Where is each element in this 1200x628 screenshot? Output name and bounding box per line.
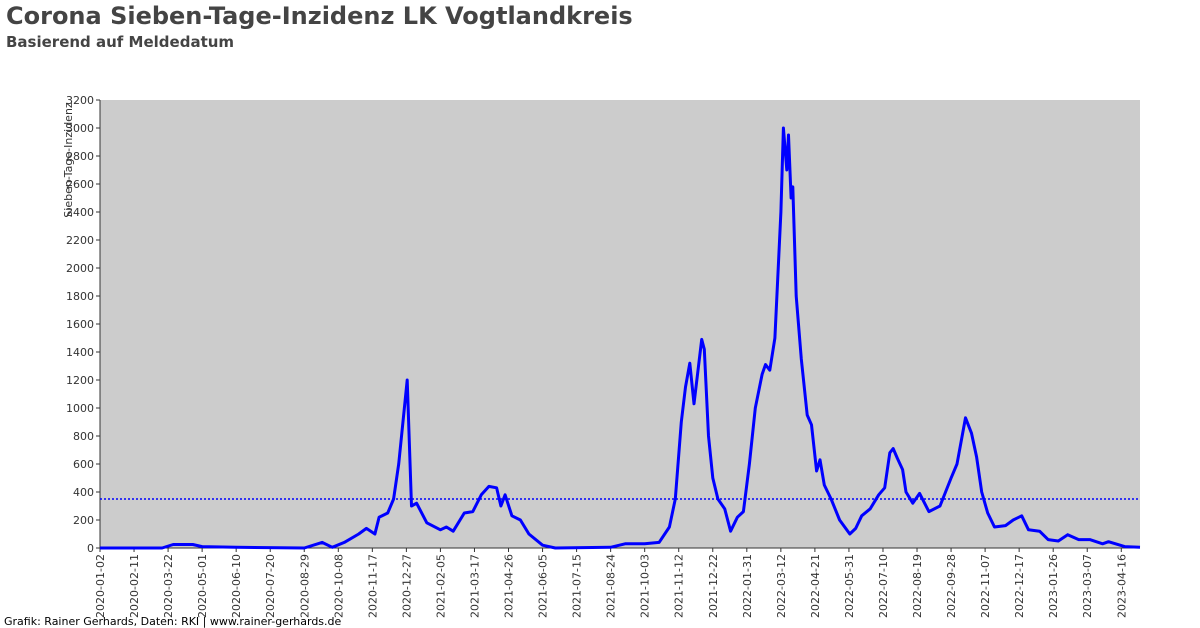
x-tick-label: 2023-04-16 xyxy=(1115,554,1128,618)
x-tick-label: 2022-03-12 xyxy=(775,554,788,618)
data-line xyxy=(100,126,1141,550)
x-tick-label: 2022-01-31 xyxy=(741,554,754,618)
x-tick-label: 2020-03-22 xyxy=(162,554,175,618)
y-tick-label: 2800 xyxy=(66,150,94,163)
x-tick-label: 2020-12-27 xyxy=(400,554,413,618)
x-tick-label: 2021-11-12 xyxy=(673,554,686,618)
x-tick-label: 2023-03-07 xyxy=(1081,554,1094,618)
y-tick-label: 0 xyxy=(87,542,94,555)
x-tick-label: 2022-09-28 xyxy=(945,554,958,618)
y-tick-label: 1400 xyxy=(66,346,94,359)
x-tick-label: 2022-05-31 xyxy=(843,554,856,618)
x-tick-label: 2020-07-20 xyxy=(264,554,277,618)
x-tick-label: 2022-07-10 xyxy=(877,554,890,618)
x-tick-label: 2022-11-07 xyxy=(979,554,992,618)
y-tick-label: 2000 xyxy=(66,262,94,275)
x-tick-label: 2020-10-08 xyxy=(332,554,345,618)
x-tick-label: 2021-08-24 xyxy=(605,554,618,618)
x-tick-label: 2022-04-21 xyxy=(809,554,822,618)
y-tick-label: 2400 xyxy=(66,206,94,219)
chart-subtitle: Basierend auf Meldedatum xyxy=(6,33,234,51)
y-tick-label: 1000 xyxy=(66,402,94,415)
x-tick-label: 2023-01-26 xyxy=(1047,554,1060,618)
x-tick-label: 2021-12-22 xyxy=(707,554,720,618)
x-tick-label: 2021-04-26 xyxy=(503,554,516,618)
x-tick-label: 2021-06-05 xyxy=(537,554,550,618)
x-tick-label: 2022-08-19 xyxy=(911,554,924,618)
x-tick-label: 2022-12-17 xyxy=(1013,554,1026,618)
y-tick-label: 1800 xyxy=(66,290,94,303)
x-tick-label: 2020-11-17 xyxy=(366,554,379,618)
plot-area xyxy=(100,100,1140,548)
x-tick-label: 2021-07-15 xyxy=(571,554,584,618)
x-tick-label: 2021-02-05 xyxy=(434,554,447,618)
footer: Grafik: Rainer Gerhards, Daten: RKI | ww… xyxy=(4,615,342,628)
x-tick-label: 2020-02-11 xyxy=(128,554,141,618)
y-tick-label: 1200 xyxy=(66,374,94,387)
y-tick-label: 200 xyxy=(73,514,94,527)
y-tick-label: 800 xyxy=(73,430,94,443)
y-tick-label: 600 xyxy=(73,458,94,471)
x-tick-label: 2021-10-03 xyxy=(639,554,652,618)
y-tick-label: 2600 xyxy=(66,178,94,191)
y-axis-label: Sieben-Tage-Inzidenz xyxy=(62,102,75,218)
y-tick-label: 3000 xyxy=(66,122,94,135)
chart-title: Corona Sieben-Tage-Inzidenz LK Vogtlandk… xyxy=(6,2,633,30)
y-tick-label: 3200 xyxy=(66,94,94,107)
x-tick-label: 2020-08-29 xyxy=(298,554,311,618)
x-tick-label: 2020-06-10 xyxy=(230,554,243,618)
y-tick-label: 2200 xyxy=(66,234,94,247)
y-tick-label: 400 xyxy=(73,486,94,499)
x-tick-label: 2020-05-01 xyxy=(196,554,209,618)
y-tick-label: 1600 xyxy=(66,318,94,331)
x-tick-label: 2021-03-17 xyxy=(468,554,481,618)
x-tick-label: 2020-01-02 xyxy=(94,554,107,618)
